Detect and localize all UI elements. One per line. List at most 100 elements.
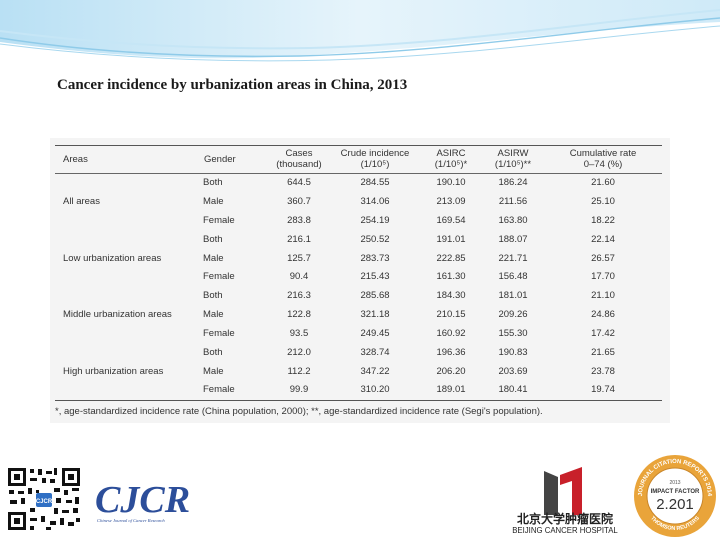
cases-cell: 99.9 [268, 381, 330, 401]
asirc-cell: 206.20 [436, 365, 466, 377]
seal-year: 2013 [669, 480, 680, 486]
header-asirw: ASIRW (1/10⁵)** [482, 145, 544, 174]
cases-cell: 644.5 [287, 177, 311, 189]
impact-factor-seal: JOURNAL CITATION REPORTS 2014 THOMSON RE… [634, 455, 716, 537]
asirc-cell: 190.10 [436, 177, 466, 189]
crude-cell: 321.18 [360, 309, 390, 321]
asirw-cell: 155.30 [498, 328, 528, 340]
header-crude-incidence: Crude incidence (1/10⁵) [330, 145, 420, 174]
slide-title: Cancer incidence by urbanization areas i… [57, 77, 408, 93]
cumulative-cell: 18.22 [591, 214, 615, 226]
table-panel [50, 138, 670, 423]
header-asirc: ASIRC (1/10⁵)* [420, 145, 482, 174]
asirw-cell: 163.80 [498, 214, 528, 226]
cases-cell: 283.8 [287, 214, 311, 226]
cumulative-cell: 21.65 [591, 346, 615, 358]
cases-cell: 360.7 [287, 195, 311, 207]
cases-cell: 125.7 [287, 252, 311, 264]
table-footnote: *, age-standardized incidence rate (Chin… [55, 406, 543, 417]
cumulative-cell: 26.57 [591, 252, 615, 264]
asirc-cell: 210.15 [436, 309, 466, 321]
crude-cell: 285.68 [360, 290, 390, 302]
cases-cell: 216.1 [287, 233, 311, 245]
table-body: Both 644.5 284.55 190.10 186.24 21.60 Al… [55, 174, 662, 401]
asirw-cell: 186.24 [498, 177, 528, 189]
crude-cell: 249.45 [360, 328, 390, 340]
gender-cell: Both [203, 290, 223, 302]
asirw-cell: 221.71 [498, 252, 528, 264]
gender-cell: Male [203, 309, 224, 321]
area-cell [55, 287, 196, 306]
crude-cell: 328.74 [360, 346, 390, 358]
hospital-name-cn: 北京大学肿瘤医院 [517, 511, 613, 526]
asirc-cell: 191.01 [436, 233, 466, 245]
cases-cell: 216.3 [287, 290, 311, 302]
asirw-cell: 156.48 [498, 271, 528, 283]
asirw-cell: 209.26 [498, 309, 528, 321]
asirw-cell: 181.01 [498, 290, 528, 302]
area-cell [55, 230, 196, 249]
area-cell: All areas [63, 195, 100, 207]
gender-cell: Female [203, 328, 235, 340]
asirc-cell: 196.36 [436, 346, 466, 358]
cases-cell: 212.0 [287, 346, 311, 358]
asirc-cell: 160.92 [436, 328, 466, 340]
table-row: All areas Male 360.7 314.06 213.09 211.5… [55, 192, 662, 211]
cases-cell: 93.5 [289, 328, 309, 340]
cumulative-cell: 23.78 [591, 365, 615, 377]
table-row: Both 212.0 328.74 196.36 190.83 21.65 [55, 344, 662, 363]
crude-cell: 314.06 [360, 195, 390, 207]
crude-cell: 254.19 [360, 214, 390, 226]
table-row: Female 99.9 310.20 189.01 180.41 19.74 [55, 381, 662, 401]
gender-cell: Both [203, 233, 223, 245]
cjcr-logo: CJCR Chinese Journal of Cancer Research [95, 479, 190, 523]
asirc-cell: 184.30 [436, 290, 466, 302]
asirw-cell: 190.83 [498, 346, 528, 358]
asirc-cell: 222.85 [436, 252, 466, 264]
qr-code-icon: CJCR [6, 466, 82, 532]
area-cell [55, 381, 196, 401]
crude-cell: 347.22 [360, 365, 390, 377]
incidence-table: Areas Gender Cases (thousand) Crude incid… [55, 145, 662, 401]
gender-cell: Male [203, 252, 224, 264]
asirc-cell: 213.09 [436, 195, 466, 207]
svg-text:CJCR: CJCR [36, 499, 53, 505]
cumulative-cell: 22.14 [591, 233, 615, 245]
area-cell [55, 211, 196, 230]
asirw-cell: 211.56 [498, 195, 528, 207]
cumulative-cell: 21.60 [591, 177, 615, 189]
area-cell [55, 268, 196, 287]
gender-cell: Female [196, 381, 268, 401]
asirc-cell: 189.01 [420, 381, 482, 401]
asirc-cell: 161.30 [436, 271, 466, 283]
cumulative-cell: 17.70 [591, 271, 615, 283]
seal-label: IMPACT FACTOR [651, 489, 700, 495]
cjcr-logo-subtitle: Chinese Journal of Cancer Research [97, 518, 165, 523]
cases-cell: 112.2 [287, 365, 311, 377]
cases-cell: 122.8 [287, 309, 311, 321]
crude-cell: 283.73 [360, 252, 390, 264]
cumulative-cell: 19.74 [544, 381, 662, 401]
area-cell: Middle urbanization areas [63, 309, 172, 321]
hospital-name-en: BEIJING CANCER HOSPITAL [512, 526, 618, 535]
area-cell [55, 174, 196, 193]
header-gender: Gender [196, 145, 268, 174]
cumulative-cell: 21.10 [591, 290, 615, 302]
hospital-emblem-icon [544, 467, 582, 515]
table-row: Both 216.1 250.52 191.01 188.07 22.14 [55, 230, 662, 249]
seal-value: 2.201 [656, 496, 694, 513]
cumulative-cell: 25.10 [591, 195, 615, 207]
crude-cell: 215.43 [360, 271, 390, 283]
crude-cell: 284.55 [360, 177, 390, 189]
asirw-cell: 180.41 [482, 381, 544, 401]
table-row: Both 216.3 285.68 184.30 181.01 21.10 [55, 287, 662, 306]
gender-cell: Male [203, 365, 224, 377]
table-row: Middle urbanization areas Male 122.8 321… [55, 306, 662, 325]
header-areas: Areas [55, 145, 196, 174]
area-cell: Low urbanization areas [63, 252, 162, 264]
area-cell: High urbanization areas [63, 365, 164, 377]
cumulative-cell: 24.86 [591, 309, 615, 321]
table-row: Female 283.8 254.19 169.54 163.80 18.22 [55, 211, 662, 230]
gender-cell: Female [203, 271, 235, 283]
crude-cell: 250.52 [360, 233, 390, 245]
